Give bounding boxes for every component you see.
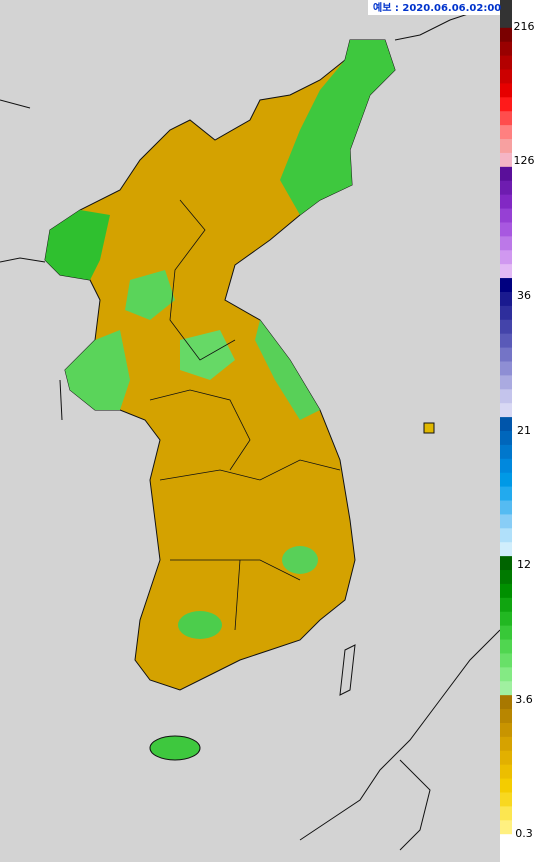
legend-swatch (500, 194, 512, 210)
legend-swatch (500, 180, 512, 196)
legend-swatch (500, 583, 512, 599)
legend-swatch (500, 236, 512, 251)
legend-label: 0.3 (515, 827, 533, 840)
green-south (178, 611, 222, 639)
legend-swatch (500, 542, 512, 557)
legend-label: 126 (514, 154, 535, 167)
legend-swatch (500, 625, 512, 641)
green-west (65, 330, 130, 410)
green-se (282, 546, 318, 574)
legend-swatch (500, 750, 512, 766)
legend-swatch (500, 166, 512, 182)
legend-swatch (500, 639, 512, 654)
legend-swatch (500, 41, 512, 57)
legend-swatch (500, 152, 512, 168)
legend-swatch (500, 695, 512, 710)
legend-swatch (500, 291, 512, 307)
legend-swatch (500, 570, 512, 585)
legend-swatch (500, 722, 512, 738)
legend-swatch (500, 333, 512, 349)
legend-swatch (500, 13, 512, 29)
legend-label: 216 (514, 20, 535, 33)
green-ne (280, 40, 395, 215)
legend-swatch (500, 97, 512, 112)
green-center (180, 330, 235, 380)
legend-swatch (500, 83, 512, 98)
green-mid (125, 270, 175, 320)
legend-swatch (500, 347, 512, 362)
legend-swatch (500, 681, 512, 696)
legend-swatch (500, 500, 512, 515)
legend-swatch (500, 222, 512, 237)
legend-swatch (500, 806, 512, 821)
legend-swatch (500, 403, 512, 418)
legend-swatch (500, 208, 512, 223)
legend-swatch (500, 667, 512, 682)
legend-swatch (500, 472, 512, 488)
land (0, 9, 501, 851)
legend-swatch (500, 250, 512, 265)
legend-swatch (500, 792, 512, 807)
legend-swatch (500, 139, 512, 154)
legend-swatch (500, 361, 512, 376)
legend-swatch (500, 528, 512, 543)
legend-swatch (500, 778, 512, 793)
legend-swatch (500, 27, 512, 43)
legend-swatch (500, 69, 512, 84)
green-east (255, 320, 320, 420)
provinces (149, 199, 341, 631)
legend-swatch (500, 264, 512, 279)
stamp-box (368, 0, 500, 15)
legend-swatch (500, 764, 512, 780)
legend-swatch (500, 55, 512, 71)
legend-swatch (500, 278, 512, 293)
legend-swatch (500, 431, 512, 446)
legend-swatch (500, 375, 512, 390)
legend: 216 126 36 21 12 3.6 0.3 (500, 0, 536, 862)
legend-swatch (500, 514, 512, 529)
legend-swatch (500, 611, 512, 627)
legend-swatch (500, 111, 512, 126)
legend-swatch (500, 834, 512, 849)
legend-swatch (500, 486, 512, 502)
legend-swatch (500, 417, 512, 432)
legend-label: 12 (517, 558, 531, 571)
legend-swatch (500, 556, 512, 571)
legend-swatch (500, 820, 512, 835)
china-coast (0, 9, 481, 421)
japan-coast (299, 629, 501, 851)
ulleungdo (423, 422, 435, 434)
legend-swatch (500, 389, 512, 404)
legend-swatch (500, 0, 512, 15)
jeju (149, 735, 201, 761)
legend-swatch (500, 653, 512, 668)
legend-swatch (500, 444, 512, 460)
legend-swatch (500, 458, 512, 474)
legend-label: 36 (517, 289, 531, 302)
legend-label: 3.6 (515, 693, 533, 706)
legend-swatch (500, 319, 512, 335)
legend-swatch (500, 125, 512, 140)
legend-swatch (500, 305, 512, 321)
legend-swatch (500, 848, 512, 862)
legend-swatch (500, 709, 512, 724)
green-nw (45, 210, 110, 280)
legend-swatch (500, 736, 512, 752)
forecast-time: 예보 : 2020.06.06.02:00 (373, 1, 501, 14)
legend-label: 21 (517, 424, 531, 437)
legend-swatch (500, 597, 512, 613)
